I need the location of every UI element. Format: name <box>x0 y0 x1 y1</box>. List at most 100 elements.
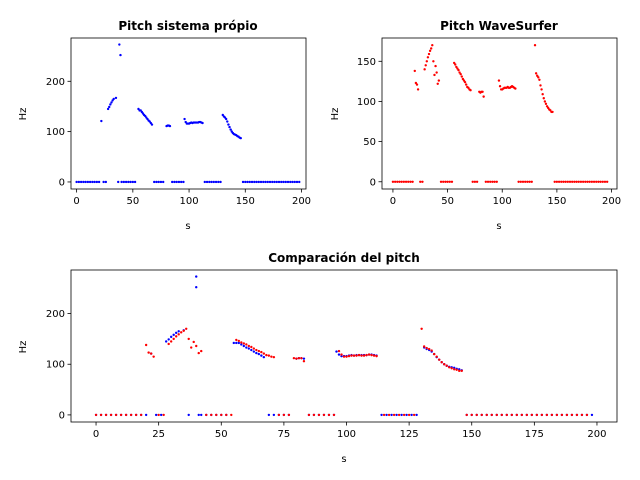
data-point <box>102 180 105 184</box>
data-point <box>144 343 148 347</box>
data-point <box>434 64 437 68</box>
y-axis-label: Hz <box>18 108 29 121</box>
data-point <box>129 180 132 184</box>
data-point <box>164 340 168 343</box>
data-point <box>307 413 311 417</box>
data-point <box>187 337 190 341</box>
data-point <box>255 348 258 352</box>
data-point <box>431 44 434 47</box>
data-points <box>75 43 301 184</box>
data-point <box>220 413 223 417</box>
x-tick-label: 50 <box>126 196 139 207</box>
data-point <box>295 357 298 360</box>
data-point <box>577 180 580 183</box>
data-points <box>391 44 609 183</box>
data-point <box>595 180 598 183</box>
data-point <box>517 180 520 183</box>
data-point <box>226 120 229 123</box>
data-point <box>267 354 271 357</box>
data-point <box>257 180 260 184</box>
data-point <box>302 357 306 360</box>
y-tick-label: 0 <box>370 177 376 188</box>
data-point <box>167 338 170 341</box>
data-point <box>259 180 263 184</box>
data-point <box>393 180 397 183</box>
data-point <box>340 353 343 356</box>
data-point <box>114 96 118 100</box>
data-point <box>183 117 186 121</box>
data-point <box>430 349 433 352</box>
data-point <box>260 350 263 354</box>
data-point <box>174 331 178 335</box>
data-point <box>481 90 484 94</box>
data-point <box>262 355 266 359</box>
data-point <box>523 180 527 183</box>
data-point <box>237 341 241 345</box>
data-point <box>312 413 316 417</box>
data-point <box>342 355 346 358</box>
x-tick-label: 200 <box>587 429 606 440</box>
data-point <box>275 180 278 184</box>
x-tick-label: 150 <box>236 196 255 207</box>
data-point <box>262 352 266 355</box>
y-axis-label: Hz <box>330 108 341 121</box>
data-point <box>597 180 600 183</box>
data-point <box>495 180 498 183</box>
data-point <box>412 413 416 417</box>
data-point <box>372 354 376 357</box>
data-point <box>442 180 445 183</box>
data-point <box>427 52 431 56</box>
data-point <box>205 413 208 417</box>
x-tick-label: 150 <box>547 196 566 207</box>
data-point <box>271 180 274 184</box>
data-point <box>122 180 126 184</box>
data-point <box>420 327 423 330</box>
data-point <box>229 128 232 131</box>
data-point <box>179 180 183 184</box>
x-axis-label: s <box>496 221 501 232</box>
data-point <box>560 180 563 183</box>
data-point <box>555 180 559 183</box>
data-point <box>139 413 143 417</box>
data-point <box>245 346 248 349</box>
data-point <box>195 286 198 289</box>
data-point <box>84 180 87 184</box>
data-point <box>268 180 272 184</box>
y-tick-label: 100 <box>46 127 65 138</box>
data-point <box>133 180 137 184</box>
data-point <box>119 413 123 417</box>
data-point <box>498 84 502 88</box>
data-point <box>157 413 160 417</box>
data-point <box>425 346 428 350</box>
data-point <box>454 63 457 66</box>
data-point <box>317 413 321 417</box>
data-point <box>490 413 493 417</box>
data-point <box>570 180 574 183</box>
data-point <box>539 84 542 87</box>
data-point <box>566 180 570 183</box>
data-point <box>219 180 222 184</box>
subplot-comparacion-del-pitch: Comparación del pitch s Hz 0 25 50 75 100 125… <box>18 251 618 465</box>
data-point <box>565 413 569 417</box>
data-point <box>450 367 453 370</box>
data-point <box>445 364 448 367</box>
data-point <box>562 180 565 183</box>
plot-frame <box>381 37 618 190</box>
data-point <box>395 413 398 417</box>
data-point <box>260 354 263 357</box>
data-point <box>272 355 276 359</box>
data-point <box>544 102 548 106</box>
data-point <box>266 180 269 184</box>
data-point <box>491 180 494 183</box>
data-point <box>227 123 230 126</box>
x-tick-label: 100 <box>493 196 512 207</box>
data-point <box>200 413 203 417</box>
data-point <box>217 180 220 184</box>
data-point <box>599 180 602 183</box>
data-point <box>106 107 110 111</box>
data-point <box>167 342 170 346</box>
data-point <box>460 75 463 78</box>
x-tick-label: 75 <box>278 429 291 440</box>
